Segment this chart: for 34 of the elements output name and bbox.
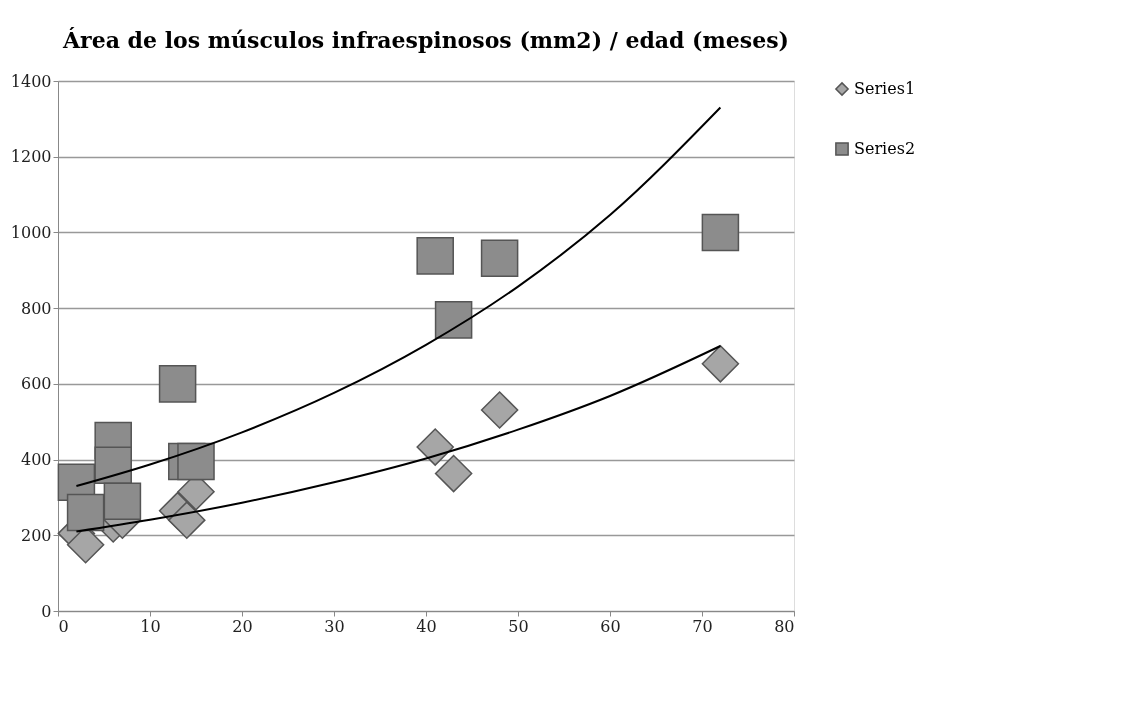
y-tick-label: 1400 bbox=[10, 71, 52, 91]
point bbox=[416, 428, 454, 466]
point bbox=[177, 442, 215, 481]
point bbox=[66, 493, 105, 532]
x-tick-label: 30 bbox=[324, 616, 345, 636]
point bbox=[434, 454, 473, 493]
point bbox=[103, 482, 142, 520]
point bbox=[480, 239, 519, 277]
y-tick-label: 800 bbox=[20, 298, 52, 318]
point bbox=[94, 446, 132, 485]
x-tick-label: 50 bbox=[508, 616, 529, 636]
x-tick-label: 80 bbox=[774, 616, 795, 636]
point bbox=[434, 301, 473, 339]
chart-title: Área de los músculos infraespinosos (mm2) / edad (meses) bbox=[62, 27, 789, 53]
point bbox=[701, 345, 740, 383]
x-tick-label: 20 bbox=[232, 616, 253, 636]
x-tick-label: 40 bbox=[416, 616, 437, 636]
x-tick-label: 10 bbox=[140, 616, 161, 636]
y-tick-label: 200 bbox=[20, 525, 52, 545]
legend-label: Series1 bbox=[854, 79, 916, 98]
y-tick-label: 1200 bbox=[10, 147, 52, 167]
point bbox=[168, 501, 206, 539]
y-tick-label: 400 bbox=[20, 450, 52, 470]
x-tick-label: 70 bbox=[692, 616, 713, 636]
y-tick-label: 0 bbox=[41, 601, 52, 621]
x-tick-label: 0 bbox=[58, 616, 69, 636]
point bbox=[416, 237, 454, 275]
x-tick-label: 60 bbox=[600, 616, 621, 636]
point bbox=[701, 213, 740, 252]
point bbox=[158, 365, 197, 403]
legend-label: Series2 bbox=[854, 139, 916, 158]
y-tick-label: 1000 bbox=[10, 222, 52, 242]
y-tick-label: 600 bbox=[20, 374, 52, 394]
point bbox=[480, 391, 519, 429]
